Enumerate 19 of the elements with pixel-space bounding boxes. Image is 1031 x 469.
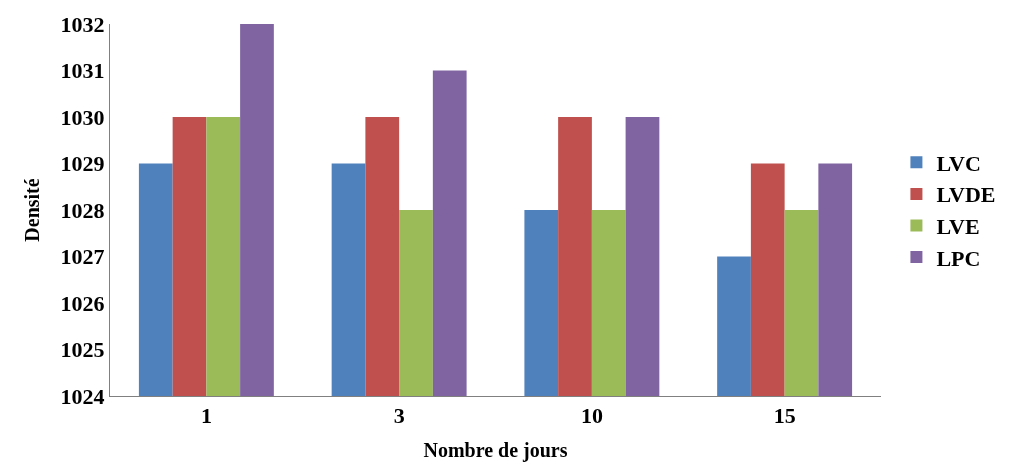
- y-tick-label: 1025: [60, 337, 105, 363]
- x-tick-label: 1: [200, 403, 212, 429]
- legend-label: LPC: [936, 245, 981, 271]
- y-tick-label: 1032: [60, 11, 105, 37]
- y-tick-label: 1026: [60, 290, 105, 316]
- y-axis-title: Densité: [21, 178, 44, 242]
- y-tick-label: 1030: [60, 104, 105, 130]
- legend-label: LVDE: [936, 182, 996, 208]
- y-tick-label: 1024: [60, 383, 105, 409]
- x-tick-label: 3: [393, 403, 405, 429]
- legend-label: LVE: [936, 214, 980, 240]
- x-tick-label: 15: [773, 403, 796, 429]
- y-tick-label: 1031: [60, 58, 105, 84]
- y-tick-label: 1029: [60, 151, 105, 177]
- y-tick-label: 1027: [60, 244, 105, 270]
- y-tick-label: 1028: [60, 197, 105, 223]
- x-axis-title: Nombre de jours: [423, 438, 568, 462]
- x-tick-label: 10: [580, 403, 603, 429]
- legend-label: LVC: [936, 150, 981, 176]
